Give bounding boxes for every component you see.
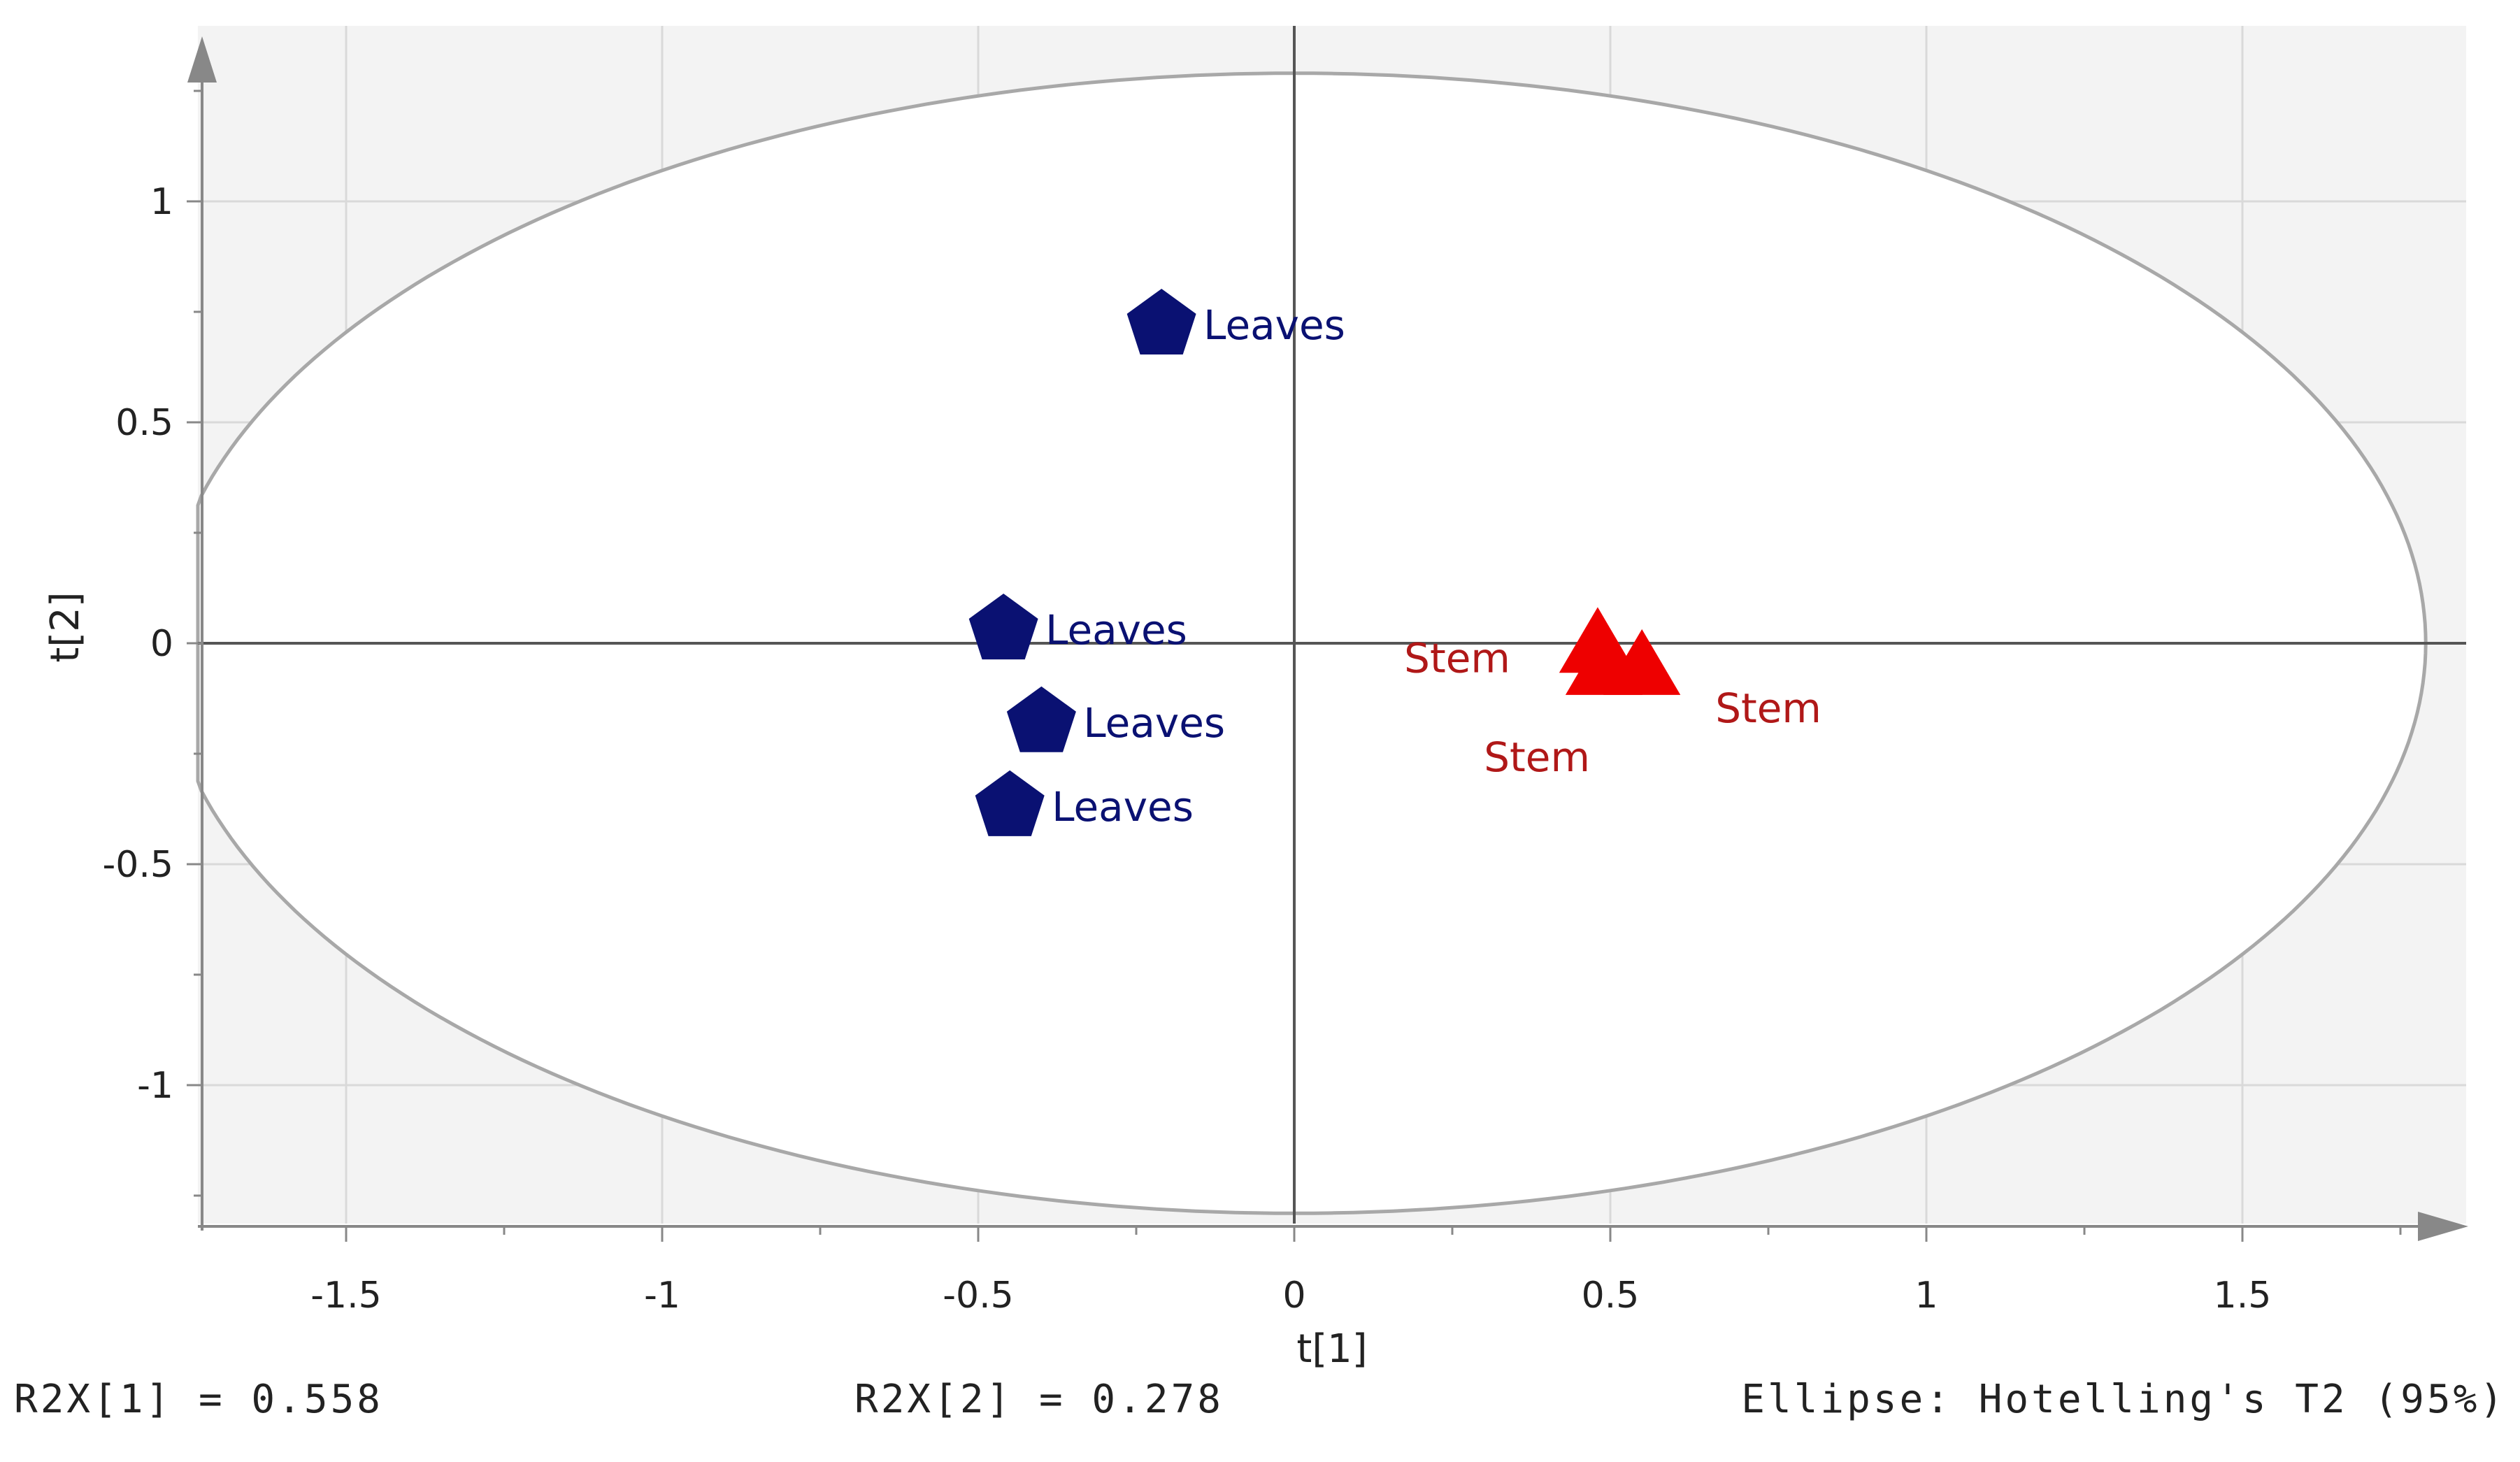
x-tick-label: 0 xyxy=(1282,1275,1305,1317)
leaves-point-label: Leaves xyxy=(1203,301,1345,349)
leaves-marker xyxy=(1126,289,1196,354)
stem-point-label: Stem xyxy=(1404,634,1510,682)
leaves-point-label: Leaves xyxy=(1045,606,1187,654)
leaves-marker xyxy=(975,770,1045,836)
x-axis-arrow xyxy=(2418,1212,2468,1241)
x-tick-label: -0.5 xyxy=(943,1275,1013,1317)
stem-point-label: Stem xyxy=(1715,685,1821,732)
y-tick-label: 0 xyxy=(150,623,173,665)
x-axis-title: t[1] xyxy=(1296,1326,1367,1372)
y-tick-label: -0.5 xyxy=(103,844,173,886)
leaves-marker xyxy=(968,594,1038,660)
data-points: Leaves Leaves Leaves Leaves Stem Stem Stem xyxy=(968,289,1821,836)
y-tick-label: 1 xyxy=(150,181,173,223)
leaves-marker xyxy=(1006,686,1076,752)
tick-labels: -1.5 -1 -0.5 0 0.5 1 1.5 1 0.5 0 -0.5 -1 xyxy=(103,181,2272,1317)
y-axis-title: t[2] xyxy=(43,592,88,662)
r2x1-label: R2X[1] = 0.558 xyxy=(14,1377,383,1422)
x-tick-label: 0.5 xyxy=(1582,1275,1640,1317)
x-tick-label: -1.5 xyxy=(310,1275,381,1317)
r2x2-label: R2X[2] = 0.278 xyxy=(854,1377,1224,1422)
ellipse-note: Ellipse: Hotelling's T2 (95%) xyxy=(1741,1377,2506,1422)
leaves-point-label: Leaves xyxy=(1083,699,1225,747)
x-tick-label: 1.5 xyxy=(2214,1275,2272,1317)
stem-point-label: Stem xyxy=(1484,733,1590,781)
x-tick-label: -1 xyxy=(644,1275,680,1317)
y-tick-label: 0.5 xyxy=(115,402,173,444)
axes xyxy=(187,26,2468,1242)
leaves-point-label: Leaves xyxy=(1052,783,1194,831)
stem-marker xyxy=(1565,629,1643,695)
y-axis-arrow xyxy=(187,36,217,83)
y-tick-label: -1 xyxy=(137,1065,173,1107)
x-tick-label: 1 xyxy=(1914,1275,1938,1317)
